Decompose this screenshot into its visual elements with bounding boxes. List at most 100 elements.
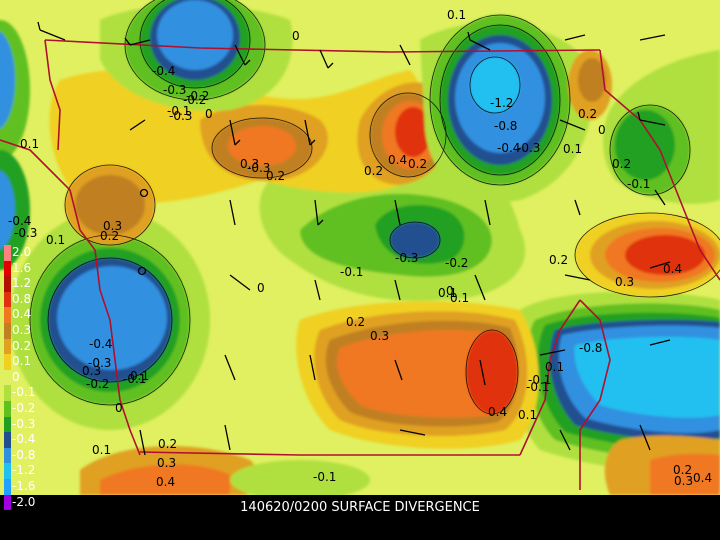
legend-swatch xyxy=(4,369,11,386)
legend-entry: 0.8 xyxy=(2,291,46,308)
wind-barb xyxy=(637,111,666,126)
wind-barb xyxy=(309,354,316,381)
legend-entry: -1.6 xyxy=(2,478,46,495)
legend-swatch xyxy=(4,291,11,308)
contour-value-label: 0.2 xyxy=(612,157,631,171)
legend-label: 0.8 xyxy=(12,291,32,306)
contour-value-label: 0 xyxy=(446,284,454,298)
contour-value-label: -0.1 xyxy=(528,373,551,387)
contour-value-label: 0.3 xyxy=(82,364,101,378)
contour-value-label: 0.4 xyxy=(488,405,507,419)
contour-value-label: 0.2 xyxy=(364,164,383,178)
contour-value-label: -0.3 xyxy=(395,251,418,265)
wind-barb xyxy=(399,429,426,436)
positive-center-se-corner-core xyxy=(650,453,720,495)
contour-value-label: 0 xyxy=(115,401,123,415)
contour-value-label: 0 xyxy=(205,107,213,121)
contour-value-label: 0.3 xyxy=(240,157,259,171)
wind-barb xyxy=(467,31,491,51)
wind-barb xyxy=(124,37,151,46)
legend-entry: 0.4 xyxy=(2,307,46,323)
wind-barb xyxy=(574,199,581,216)
legend-entry: 0 xyxy=(2,369,46,386)
contour-value-label: -0.1 xyxy=(123,372,146,386)
contour-value-label: 0.2 xyxy=(100,229,119,243)
wind-barb xyxy=(479,359,486,386)
legend-entry: 0.2 xyxy=(2,338,46,355)
wind-barbs xyxy=(37,21,671,456)
contour-value-label: 0.3 xyxy=(615,275,634,289)
state-boundary-line xyxy=(579,299,611,490)
negative-center-se-peak xyxy=(574,336,720,418)
wind-barb xyxy=(649,339,671,346)
state-boundary-line xyxy=(44,39,61,151)
legend-swatch xyxy=(4,416,11,433)
legend-swatch xyxy=(4,447,11,464)
legend-label: 0 xyxy=(12,369,20,384)
contour-value-label: 0.3 xyxy=(157,456,176,470)
contour-value-label: 0.1 xyxy=(447,8,466,22)
contour-value-label: -0.2 xyxy=(186,89,209,103)
contour-value-label: 0.2 xyxy=(549,253,568,267)
wind-barb xyxy=(559,119,586,131)
legend-entry: -2.0 xyxy=(2,494,46,511)
contour-value-label: 0.1 xyxy=(563,142,582,156)
contour-value-label: 0.3 xyxy=(103,219,122,233)
legend-label: -1.2 xyxy=(12,463,36,478)
legend-swatch xyxy=(4,276,11,292)
negative-center-central xyxy=(390,222,440,258)
station-marker xyxy=(137,266,147,276)
state-boundary-line xyxy=(139,451,520,456)
legend-swatch xyxy=(4,478,11,495)
contour-value-label: 0.2 xyxy=(158,437,177,451)
legend-entry: -0.1 xyxy=(2,385,46,401)
legend-label: -0.1 xyxy=(12,385,36,400)
wind-barb xyxy=(539,349,566,356)
negative-center-south-bottom xyxy=(230,460,370,495)
contour-value-label: -0.3 xyxy=(14,226,37,240)
legend-label: -0.4 xyxy=(12,432,36,447)
legend-entry: -0.4 xyxy=(2,432,46,448)
contour-line xyxy=(139,0,251,89)
wind-barb xyxy=(559,429,571,451)
contour-value-label: -0.1 xyxy=(340,265,363,279)
wind-barb xyxy=(314,199,324,226)
legend-swatch xyxy=(4,260,11,277)
wind-barb xyxy=(224,354,236,381)
wind-barb xyxy=(229,199,236,226)
contour-value-label: -0.2 xyxy=(445,256,468,270)
contour-value-labels: 0.10-0.4-0.3-0.2-0.1 00.1-0.30.20.30.20.3… xyxy=(8,8,712,489)
contour-value-label: 0.2 xyxy=(266,169,285,183)
contour-line xyxy=(64,164,156,246)
contour-value-label: -0.3 xyxy=(163,83,186,97)
contour-value-label: -0.8 xyxy=(494,119,517,133)
legend-label: -1.6 xyxy=(12,478,36,493)
legend-entry: -1.2 xyxy=(2,463,46,479)
negative-center-edge-mid-core xyxy=(0,170,15,250)
wind-barb xyxy=(654,189,666,206)
wind-barb xyxy=(129,119,146,131)
contour-line xyxy=(469,56,521,114)
wind-barb xyxy=(229,274,251,291)
wind-barb xyxy=(394,279,401,301)
contour-value-label: -0.1 xyxy=(526,380,549,394)
contour-value-label: 0.1 xyxy=(438,286,457,300)
positive-center-east-max xyxy=(625,235,705,275)
legend-label: 0.2 xyxy=(12,338,32,353)
legend-swatch xyxy=(4,385,11,401)
legend-entry: 1.6 xyxy=(2,260,46,277)
contour-value-label: -0.2 xyxy=(86,377,109,391)
wind-barb xyxy=(234,44,251,66)
wind-barb xyxy=(224,424,231,451)
state-boundary-line xyxy=(44,39,601,53)
contour-value-label: 0.2 xyxy=(408,157,427,171)
positive-center-south-core xyxy=(336,329,512,418)
contour-value-label: 0 xyxy=(292,29,300,43)
contour-value-label: 0.4 xyxy=(693,471,712,485)
legend-entry: 1.2 xyxy=(2,276,46,292)
contour-value-label: -0.1 xyxy=(627,177,650,191)
contour-value-label: 0.1 xyxy=(20,137,39,151)
contour-value-label: 0.1 xyxy=(518,408,537,422)
legend-swatch xyxy=(4,400,11,417)
contour-value-label: -0.8 xyxy=(579,341,602,355)
